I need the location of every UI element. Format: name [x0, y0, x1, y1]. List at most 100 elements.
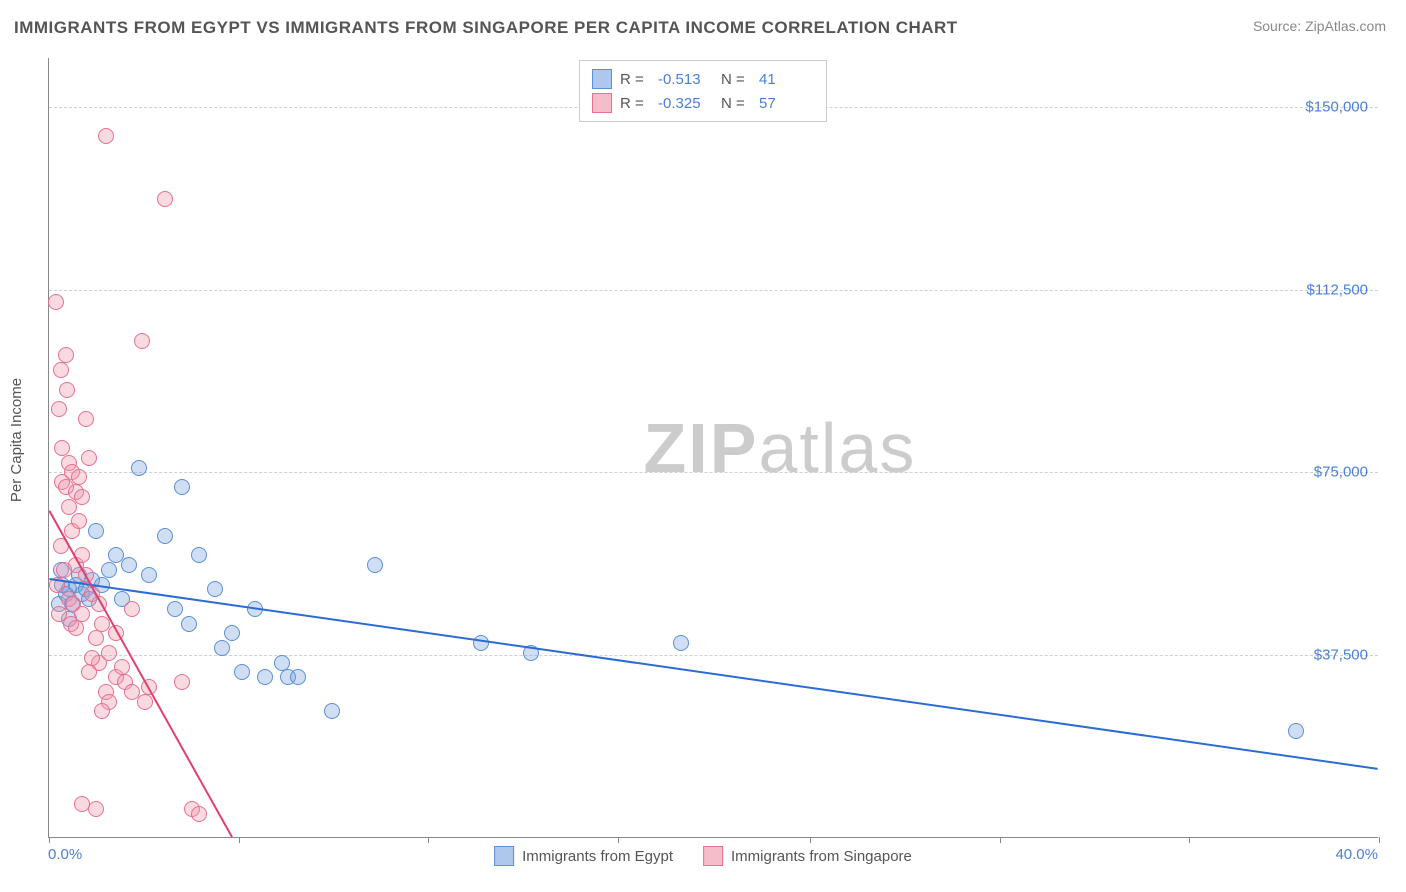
data-point-singapore: [74, 606, 90, 622]
data-point-egypt: [247, 601, 263, 617]
data-point-singapore: [81, 450, 97, 466]
data-point-singapore: [88, 801, 104, 817]
legend-r-label: R =: [620, 71, 650, 88]
legend-series-label: Immigrants from Singapore: [731, 848, 912, 865]
data-point-singapore: [191, 806, 207, 822]
data-point-egypt: [101, 562, 117, 578]
data-point-singapore: [91, 596, 107, 612]
data-point-singapore: [56, 562, 72, 578]
data-point-singapore: [94, 703, 110, 719]
data-point-egypt: [181, 616, 197, 632]
legend-stat-row: R = -0.513 N = 41: [592, 67, 814, 91]
data-point-egypt: [367, 557, 383, 573]
y-tick-label: $37,500: [1314, 647, 1368, 664]
source-attribution: Source: ZipAtlas.com: [1253, 18, 1386, 34]
x-tick-mark: [1000, 837, 1001, 843]
data-point-singapore: [53, 538, 69, 554]
legend-series-item: Immigrants from Egypt: [494, 846, 673, 866]
legend-stat-row: R = -0.325 N = 57: [592, 91, 814, 115]
x-tick-mark: [618, 837, 619, 843]
data-point-singapore: [48, 294, 64, 310]
data-point-singapore: [134, 333, 150, 349]
data-point-singapore: [71, 513, 87, 529]
data-point-egypt: [131, 460, 147, 476]
chart-plot-area: ZIPatlas $37,500 $75,000 $112,500 $150,000: [48, 58, 1378, 838]
y-axis-title: Per Capita Income: [8, 378, 25, 502]
data-point-singapore: [51, 401, 67, 417]
data-point-singapore: [174, 674, 190, 690]
chart-title: IMMIGRANTS FROM EGYPT VS IMMIGRANTS FROM…: [14, 18, 958, 38]
legend-swatch: [703, 846, 723, 866]
data-point-singapore: [74, 489, 90, 505]
y-tick-label: $75,000: [1314, 464, 1368, 481]
data-point-singapore: [53, 362, 69, 378]
x-axis-max-label: 40.0%: [1335, 846, 1378, 863]
data-point-singapore: [68, 620, 84, 636]
legend-n-value: 41: [759, 71, 814, 88]
legend-r-label: R =: [620, 95, 650, 112]
data-point-singapore: [81, 664, 97, 680]
data-point-singapore: [58, 347, 74, 363]
legend-swatch: [494, 846, 514, 866]
data-point-singapore: [157, 191, 173, 207]
source-label: Source:: [1253, 18, 1301, 34]
legend-n-label: N =: [721, 95, 751, 112]
source-link[interactable]: ZipAtlas.com: [1305, 18, 1386, 34]
data-point-egypt: [257, 669, 273, 685]
data-point-egypt: [167, 601, 183, 617]
data-point-egypt: [121, 557, 137, 573]
x-axis-min-label: 0.0%: [48, 846, 82, 863]
x-tick-mark: [239, 837, 240, 843]
y-tick-label: $112,500: [1307, 281, 1368, 298]
data-point-egypt: [141, 567, 157, 583]
legend-r-value: -0.513: [658, 71, 713, 88]
data-point-singapore: [54, 440, 70, 456]
data-point-egypt: [207, 581, 223, 597]
data-point-singapore: [98, 128, 114, 144]
data-point-egypt: [88, 523, 104, 539]
legend-n-label: N =: [721, 71, 751, 88]
x-tick-mark: [428, 837, 429, 843]
watermark: ZIPatlas: [644, 408, 917, 488]
data-point-singapore: [88, 630, 104, 646]
data-point-singapore: [108, 625, 124, 641]
legend-r-value: -0.325: [658, 95, 713, 112]
data-point-singapore: [78, 411, 94, 427]
legend-swatch: [592, 93, 612, 113]
x-tick-mark: [1379, 837, 1380, 843]
grid-line: [49, 472, 1378, 473]
data-point-egypt: [214, 640, 230, 656]
data-point-singapore: [49, 577, 65, 593]
data-point-singapore: [124, 601, 140, 617]
data-point-egypt: [174, 479, 190, 495]
data-point-singapore: [114, 659, 130, 675]
data-point-singapore: [101, 645, 117, 661]
legend-swatch: [592, 69, 612, 89]
grid-line: [49, 290, 1378, 291]
data-point-egypt: [673, 635, 689, 651]
data-point-singapore: [71, 469, 87, 485]
regression-layer: [49, 58, 1378, 837]
grid-line: [49, 655, 1378, 656]
data-point-singapore: [78, 567, 94, 583]
x-tick-mark: [49, 837, 50, 843]
legend-n-value: 57: [759, 95, 814, 112]
data-point-singapore: [59, 382, 75, 398]
data-point-egypt: [234, 664, 250, 680]
legend-series: Immigrants from Egypt Immigrants from Sin…: [486, 846, 920, 866]
y-tick-label: $150,000: [1305, 98, 1368, 115]
x-tick-mark: [1189, 837, 1190, 843]
data-point-egypt: [523, 645, 539, 661]
legend-stats: R = -0.513 N = 41 R = -0.325 N = 57: [579, 60, 827, 122]
data-point-egypt: [473, 635, 489, 651]
data-point-egypt: [191, 547, 207, 563]
data-point-egypt: [224, 625, 240, 641]
watermark-zip: ZIP: [644, 409, 759, 487]
watermark-atlas: atlas: [758, 409, 916, 487]
data-point-egypt: [274, 655, 290, 671]
data-point-singapore: [84, 650, 100, 666]
x-tick-mark: [810, 837, 811, 843]
data-point-egypt: [290, 669, 306, 685]
data-point-egypt: [157, 528, 173, 544]
data-point-egypt: [324, 703, 340, 719]
